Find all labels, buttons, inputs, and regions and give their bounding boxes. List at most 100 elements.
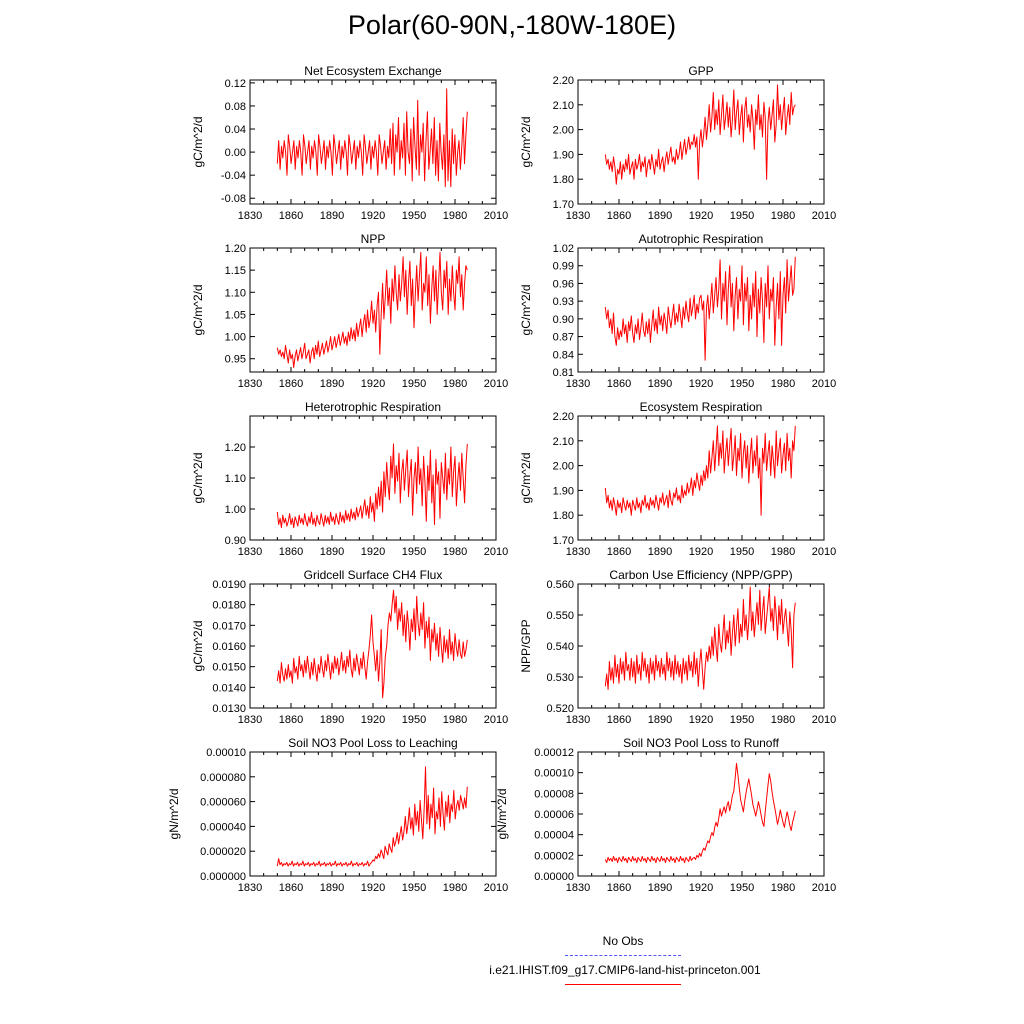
y-axis-label: gC/m^2/d [191,453,205,504]
x-tick-label: 1860 [279,546,303,558]
x-tick-label: 1920 [361,210,385,222]
y-tick-label: 0.0180 [212,600,246,612]
y-tick-label: 0.90 [225,535,246,547]
series-line [604,256,796,361]
x-tick-label: 1980 [443,210,467,222]
y-tick-label: 0.93 [553,296,574,308]
x-tick-label: 1920 [361,546,385,558]
y-tick-label: 0.0190 [212,579,246,591]
y-tick-label: 1.15 [225,265,246,277]
x-tick-label: 1830 [566,210,590,222]
x-tick-label: 1920 [361,882,385,894]
y-tick-label: 0.87 [553,332,574,344]
x-tick-label: 1950 [730,378,754,390]
x-tick-label: 1830 [238,546,262,558]
x-tick-label: 1890 [320,210,344,222]
x-tick-label: 1890 [648,546,672,558]
y-tick-label: 1.02 [553,243,574,255]
y-tick-label: 0.81 [553,367,574,379]
y-tick-label: 1.10 [225,473,246,485]
x-tick-label: 2010 [484,546,508,558]
y-tick-label: 1.10 [225,287,246,299]
x-tick-label: 1950 [402,546,426,558]
y-tick-label: 0.00006 [534,809,574,821]
y-tick-label: 2.20 [553,411,574,423]
chart-panel-5: Heterotrophic Respiration gC/m^2/d 1830 186… [191,400,508,558]
x-tick-label: 1920 [689,714,713,726]
x-tick-label: 1950 [730,546,754,558]
x-tick-label: 1980 [771,882,795,894]
y-axis-label: gC/m^2/d [191,285,205,336]
series-line [276,88,468,188]
x-tick-label: 1860 [607,378,631,390]
series-line [276,251,468,369]
x-tick-label: 1980 [771,210,795,222]
y-tick-label: 0.95 [225,354,246,366]
x-tick-label: 1830 [238,882,262,894]
x-tick-label: 1950 [730,714,754,726]
y-tick-label: 0.00004 [534,830,574,842]
x-tick-label: 1890 [320,546,344,558]
x-tick-label: 2010 [812,546,836,558]
y-tick-label: 0.000020 [200,846,246,858]
chart-panel-1: Net Ecosystem Exchange gC/m^2/d 1830 1860 18… [191,64,508,222]
plot-frame [249,415,497,541]
series-line [604,586,796,690]
y-axis-label: gC/m^2/d [191,117,205,168]
x-tick-label: 1950 [730,882,754,894]
x-tick-label: 1860 [279,882,303,894]
y-tick-label: 0.0150 [212,662,246,674]
series-line [604,425,796,516]
y-tick-label: 0.0170 [212,620,246,632]
plot-frame [577,79,825,205]
x-tick-label: 1980 [771,378,795,390]
x-tick-label: 1860 [279,210,303,222]
legend-model-label: i.e21.IHIST.f09_g17.CMIP6-land-hist-prin… [489,963,761,977]
chart-title: Autotrophic Respiration [639,232,764,246]
chart-panel-4: Autotrophic Respiration gC/m^2/d 1830 1860 1… [519,232,836,390]
series-line [276,766,468,867]
y-tick-label: 2.10 [553,100,574,112]
chart-panel-9: Soil NO3 Pool Loss to Leaching gN/m^2/d 18… [167,736,508,894]
page-title: Polar(60-90N,-180W-180E) [347,10,677,40]
y-tick-label: 0.000000 [200,871,246,883]
y-tick-label: 0.540 [546,641,574,653]
y-tick-label: 1.70 [553,199,574,211]
y-tick-label: 0.00010 [206,747,246,759]
x-tick-label: 1890 [320,714,344,726]
y-tick-label: 0.0130 [212,703,246,715]
y-tick-label: 1.20 [225,243,246,255]
y-tick-label: 0.000080 [200,772,246,784]
y-tick-label: 0.99 [553,261,574,273]
y-tick-label: 0.84 [553,349,574,361]
chart-panel-6: Ecosystem Respiration gC/m^2/d 1830 1860 189… [519,400,836,558]
x-tick-label: 1860 [279,378,303,390]
chart-panel-8: Carbon Use Efficiency (NPP/GPP) NPP/GPP 18… [519,568,836,726]
y-axis-label: NPP/GPP [519,619,533,672]
chart-panel-10: Soil NO3 Pool Loss to Runoff gN/m^2/d 1830… [495,736,836,894]
x-tick-label: 1950 [730,210,754,222]
x-tick-label: 1890 [648,378,672,390]
y-tick-label: 0.90 [553,314,574,326]
x-tick-label: 1860 [607,882,631,894]
chart-title: Net Ecosystem Exchange [304,64,442,78]
y-tick-label: 1.90 [553,149,574,161]
x-tick-label: 1860 [607,210,631,222]
y-tick-label: 0.520 [546,703,574,715]
y-tick-label: 2.00 [553,461,574,473]
y-tick-label: 0.00008 [534,788,574,800]
y-axis-label: gC/m^2/d [519,117,533,168]
y-tick-label: 0.04 [225,124,246,136]
x-tick-label: 1860 [607,714,631,726]
y-tick-label: 1.70 [553,535,574,547]
x-tick-label: 2010 [484,378,508,390]
y-tick-label: 2.00 [553,125,574,137]
y-tick-label: 0.00002 [534,850,574,862]
x-tick-label: 1920 [689,882,713,894]
series-line [604,84,796,185]
series-line [604,762,796,864]
x-tick-label: 1890 [320,882,344,894]
x-tick-label: 1950 [402,378,426,390]
x-tick-label: 1980 [443,546,467,558]
y-tick-label: 0.12 [225,78,246,90]
